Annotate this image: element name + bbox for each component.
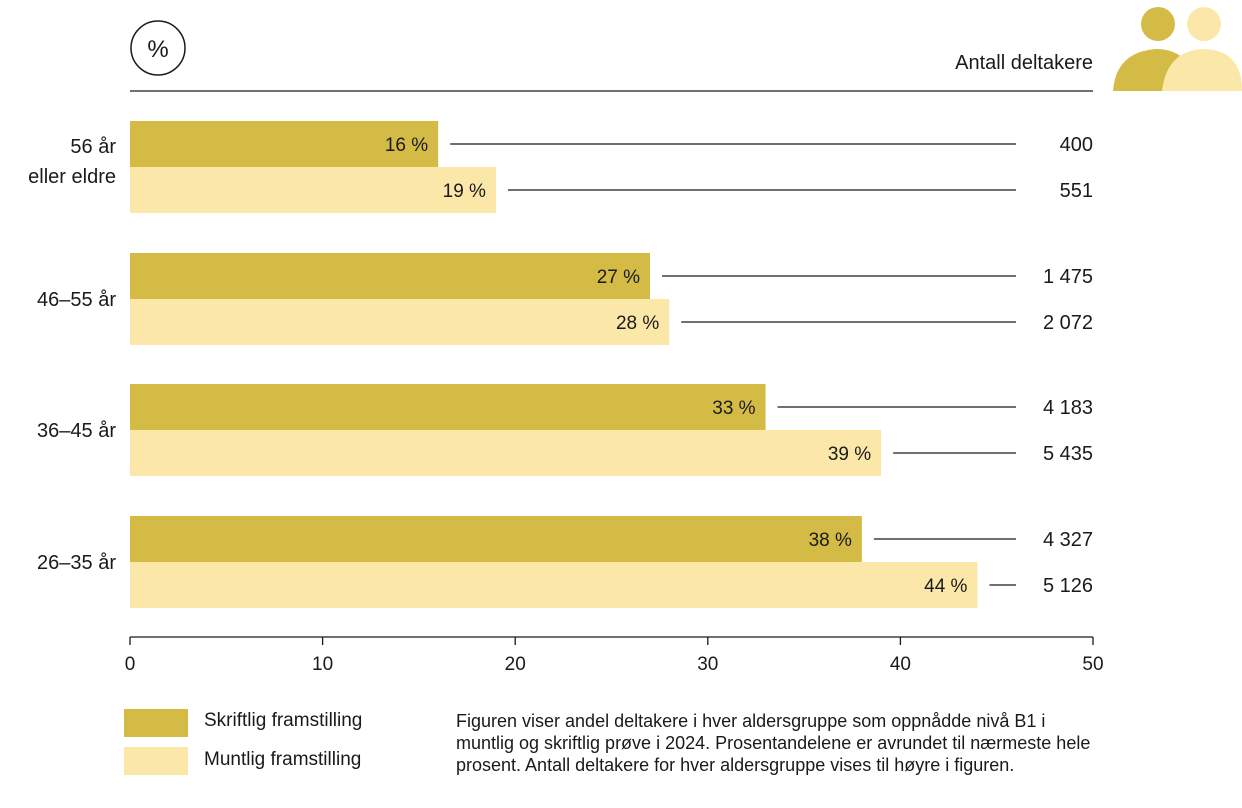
participant-count: 1 475	[1043, 266, 1093, 288]
legend-label-muntlig: Muntlig framstilling	[204, 749, 362, 770]
participant-count: 400	[1060, 134, 1093, 156]
x-tick-label: 40	[890, 654, 911, 675]
bar-value-label: 39 %	[828, 444, 871, 465]
legend-item-skriftlig: Skriftlig framstilling	[124, 707, 424, 743]
x-tick-label: 20	[505, 654, 526, 675]
bar-value-label: 38 %	[809, 530, 852, 551]
bar-skriftlig	[130, 253, 651, 299]
legend-item-muntlig: Muntlig framstilling	[124, 743, 424, 779]
bar-value-label: 19 %	[443, 181, 486, 202]
category-label: 46–55 år	[37, 289, 116, 311]
percent-badge	[130, 20, 186, 76]
x-tick-label: 50	[1082, 654, 1103, 675]
bar-skriftlig	[130, 121, 439, 167]
legend-swatch-muntlig	[124, 747, 188, 775]
x-tick-label: 30	[697, 654, 718, 675]
x-tick-label: 10	[312, 654, 333, 675]
participant-count: 4 327	[1043, 529, 1093, 551]
participant-count: 2 072	[1043, 312, 1093, 334]
participant-count: 551	[1060, 180, 1093, 202]
bar-muntlig	[130, 167, 496, 213]
bar-value-label: 27 %	[597, 267, 640, 288]
figure-note: Figuren viser andel deltakere i hver ald…	[456, 711, 1091, 775]
category-label: 36–45 år	[37, 420, 116, 442]
participant-count: 5 126	[1043, 575, 1093, 597]
legend-swatch-skriftlig	[124, 709, 188, 737]
percent-badge-label: %	[147, 36, 168, 63]
bar-muntlig	[130, 562, 978, 608]
category-label: 26–35 år	[37, 552, 116, 574]
legend-label-skriftlig: Skriftlig framstilling	[204, 710, 363, 731]
category-label: 56 år eller eldre	[28, 136, 116, 188]
count-header: Antall deltakere	[955, 52, 1093, 74]
bar-value-label: 44 %	[924, 576, 967, 597]
x-tick-label: 0	[125, 654, 136, 675]
bar-value-label: 16 %	[385, 135, 428, 156]
bar-skriftlig	[130, 516, 862, 562]
bar-muntlig	[130, 430, 882, 476]
participant-count: 5 435	[1043, 443, 1093, 465]
bar-value-label: 28 %	[616, 313, 659, 334]
legend: Skriftlig framstilling Muntlig framstill…	[124, 707, 424, 779]
bar-value-label: 33 %	[712, 398, 755, 419]
people-icon	[1113, 7, 1242, 91]
bar-skriftlig	[130, 384, 766, 430]
participant-count: 4 183	[1043, 397, 1093, 419]
bar-muntlig	[130, 299, 670, 345]
